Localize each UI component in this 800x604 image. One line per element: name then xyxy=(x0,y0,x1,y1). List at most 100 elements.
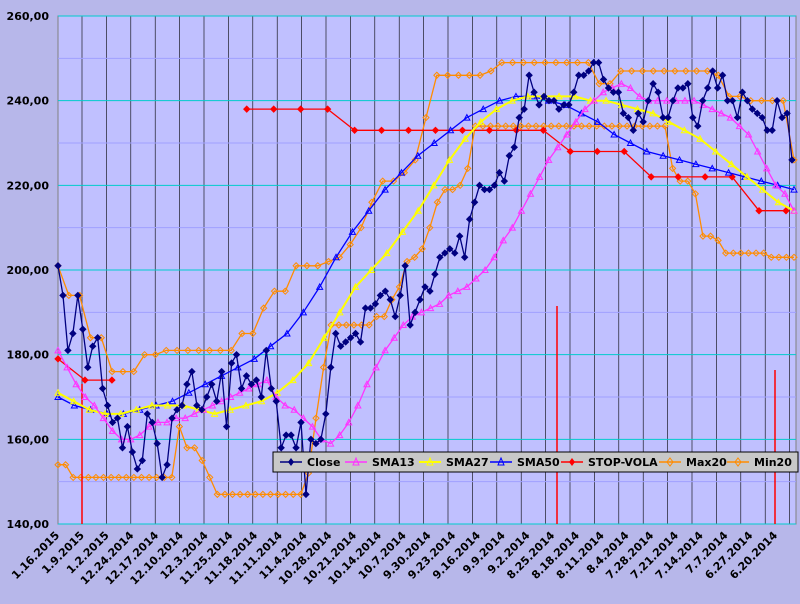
point-sma13 xyxy=(662,96,671,104)
point-max20 xyxy=(86,334,95,342)
point-max20 xyxy=(281,287,290,295)
point-sma27 xyxy=(210,409,219,417)
point-max20 xyxy=(627,67,636,75)
point-close xyxy=(227,359,236,367)
point-close xyxy=(480,185,489,194)
point-sma27 xyxy=(69,397,78,405)
point-close xyxy=(322,410,330,418)
point-min20 xyxy=(661,122,669,130)
point-sma13 xyxy=(590,96,598,104)
point-stop-vola xyxy=(350,126,359,135)
point-min20 xyxy=(221,490,229,499)
legend-label-min20: Min20 xyxy=(754,456,792,469)
point-close xyxy=(733,113,742,122)
point-close xyxy=(133,465,142,473)
point-max20 xyxy=(270,287,279,295)
point-stop-vola xyxy=(755,207,763,215)
point-close xyxy=(336,342,345,350)
point-min20 xyxy=(206,473,214,482)
point-close xyxy=(391,312,399,321)
point-sma13 xyxy=(717,109,726,117)
point-close xyxy=(361,304,370,312)
point-sma13 xyxy=(453,287,462,295)
point-sma13 xyxy=(90,401,99,409)
point-close xyxy=(69,329,77,338)
point-min20 xyxy=(729,249,738,257)
point-sma13 xyxy=(635,92,644,100)
point-sma13 xyxy=(163,418,171,426)
point-sma27 xyxy=(570,92,579,100)
point-sma13 xyxy=(690,96,698,104)
y-axis: 140,00 160,00 180,00 200,00 220,00 240,00 260,… xyxy=(7,10,50,531)
point-close xyxy=(64,346,72,355)
legend: Close SMA13 SMA27 SMA50 STOP-VOLA Max20 xyxy=(272,451,799,473)
point-max20 xyxy=(508,58,517,67)
point-sma13 xyxy=(753,147,762,155)
point-sma13 xyxy=(72,380,81,388)
point-sma13 xyxy=(417,308,426,316)
point-close xyxy=(242,372,251,380)
point-sma13 xyxy=(299,414,308,422)
point-close xyxy=(555,105,563,113)
point-max20 xyxy=(779,96,787,105)
point-sma13 xyxy=(435,299,444,307)
point-min20 xyxy=(577,122,586,130)
point-sma50 xyxy=(299,308,308,316)
point-sma27 xyxy=(711,147,720,155)
point-sma50 xyxy=(642,147,651,155)
point-close xyxy=(460,253,469,262)
point-min20 xyxy=(668,164,677,173)
point-sma13 xyxy=(381,346,389,354)
point-max20 xyxy=(498,58,506,67)
point-close xyxy=(768,126,776,135)
point-close xyxy=(763,126,771,135)
point-sma50 xyxy=(495,96,504,104)
point-close xyxy=(743,96,752,105)
point-max20 xyxy=(303,262,311,270)
point-close xyxy=(684,80,692,88)
legend-label-close: Close xyxy=(307,456,340,469)
point-close xyxy=(247,380,256,389)
point-close xyxy=(411,308,419,317)
point-sma13 xyxy=(190,409,199,417)
point-min20 xyxy=(570,122,578,130)
point-sma50 xyxy=(593,117,602,125)
point-min20 xyxy=(410,253,419,262)
point-stop-vola xyxy=(243,105,251,113)
point-close xyxy=(297,418,305,427)
point-close xyxy=(426,287,434,295)
y-tick-label: 240,00 xyxy=(7,95,50,108)
point-stop-vola xyxy=(108,376,116,384)
point-sma50 xyxy=(217,371,226,379)
point-max20 xyxy=(757,96,766,105)
point-max20 xyxy=(173,346,181,355)
point-close xyxy=(222,422,231,431)
point-sma13 xyxy=(108,426,117,434)
point-close xyxy=(446,245,454,253)
point-max20 xyxy=(584,58,593,67)
point-min20 xyxy=(281,490,290,499)
point-max20 xyxy=(541,58,549,67)
point-min20 xyxy=(615,122,624,130)
point-sma13 xyxy=(499,236,508,244)
point-close xyxy=(510,143,518,151)
point-sma50 xyxy=(201,380,210,388)
point-min20 xyxy=(152,473,161,482)
point-max20 xyxy=(65,291,73,300)
point-min20 xyxy=(706,232,715,240)
point-min20 xyxy=(236,490,244,499)
point-close xyxy=(470,198,479,206)
point-close xyxy=(525,71,533,79)
point-min20 xyxy=(699,232,707,240)
point-min20 xyxy=(122,473,130,482)
point-sma13 xyxy=(81,392,90,400)
legend-item-sma50: SMA50 xyxy=(490,456,560,469)
point-sma13 xyxy=(372,363,380,371)
point-close xyxy=(689,113,697,122)
point-sma13 xyxy=(244,384,253,392)
point-max20 xyxy=(378,177,387,185)
point-close xyxy=(237,384,246,393)
point-min20 xyxy=(297,490,305,499)
point-min20 xyxy=(744,249,753,257)
point-sma27 xyxy=(429,181,438,189)
